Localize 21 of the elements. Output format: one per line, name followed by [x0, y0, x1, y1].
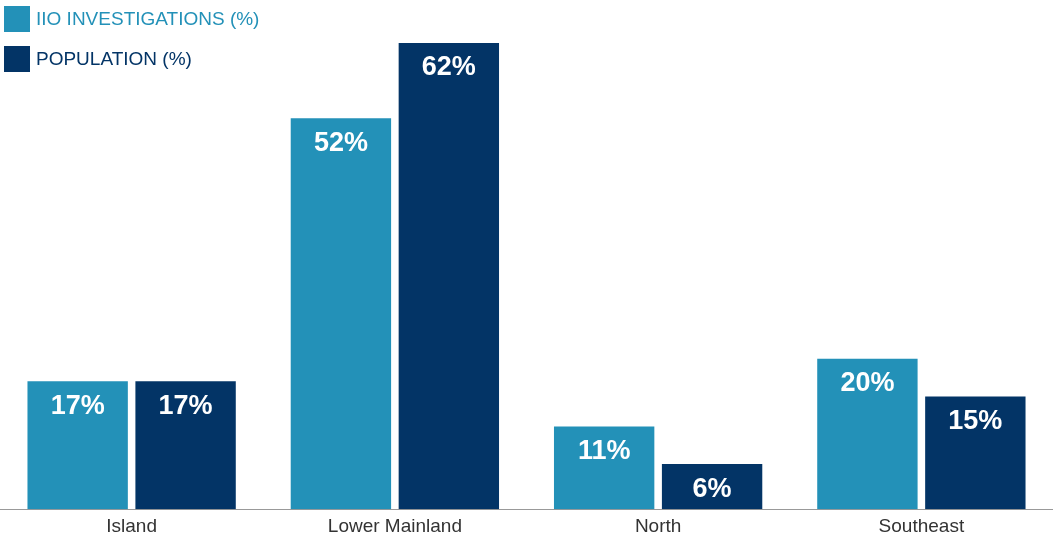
data-label: 17% — [158, 389, 213, 420]
bar — [398, 43, 500, 510]
data-label: 52% — [313, 126, 368, 157]
bar — [925, 396, 1026, 510]
data-label: 6% — [692, 472, 732, 503]
data-label: 15% — [948, 404, 1003, 435]
bar — [27, 381, 128, 510]
x-tick-label: Lower Mainland — [327, 514, 462, 536]
bar — [135, 381, 236, 510]
x-tick-label: Southeast — [878, 514, 965, 536]
legend-label: POPULATION (%) — [36, 48, 192, 70]
legend-label: IIO INVESTIGATIONS (%) — [36, 8, 260, 30]
bar — [817, 358, 918, 510]
bar — [553, 426, 655, 510]
data-label: 17% — [50, 389, 105, 420]
bar — [290, 118, 392, 510]
data-label: 62% — [421, 51, 476, 82]
x-tick-label: Island — [106, 514, 157, 536]
x-tick-label: North — [634, 514, 682, 536]
data-label: 20% — [840, 367, 895, 398]
data-label: 11% — [577, 434, 631, 465]
